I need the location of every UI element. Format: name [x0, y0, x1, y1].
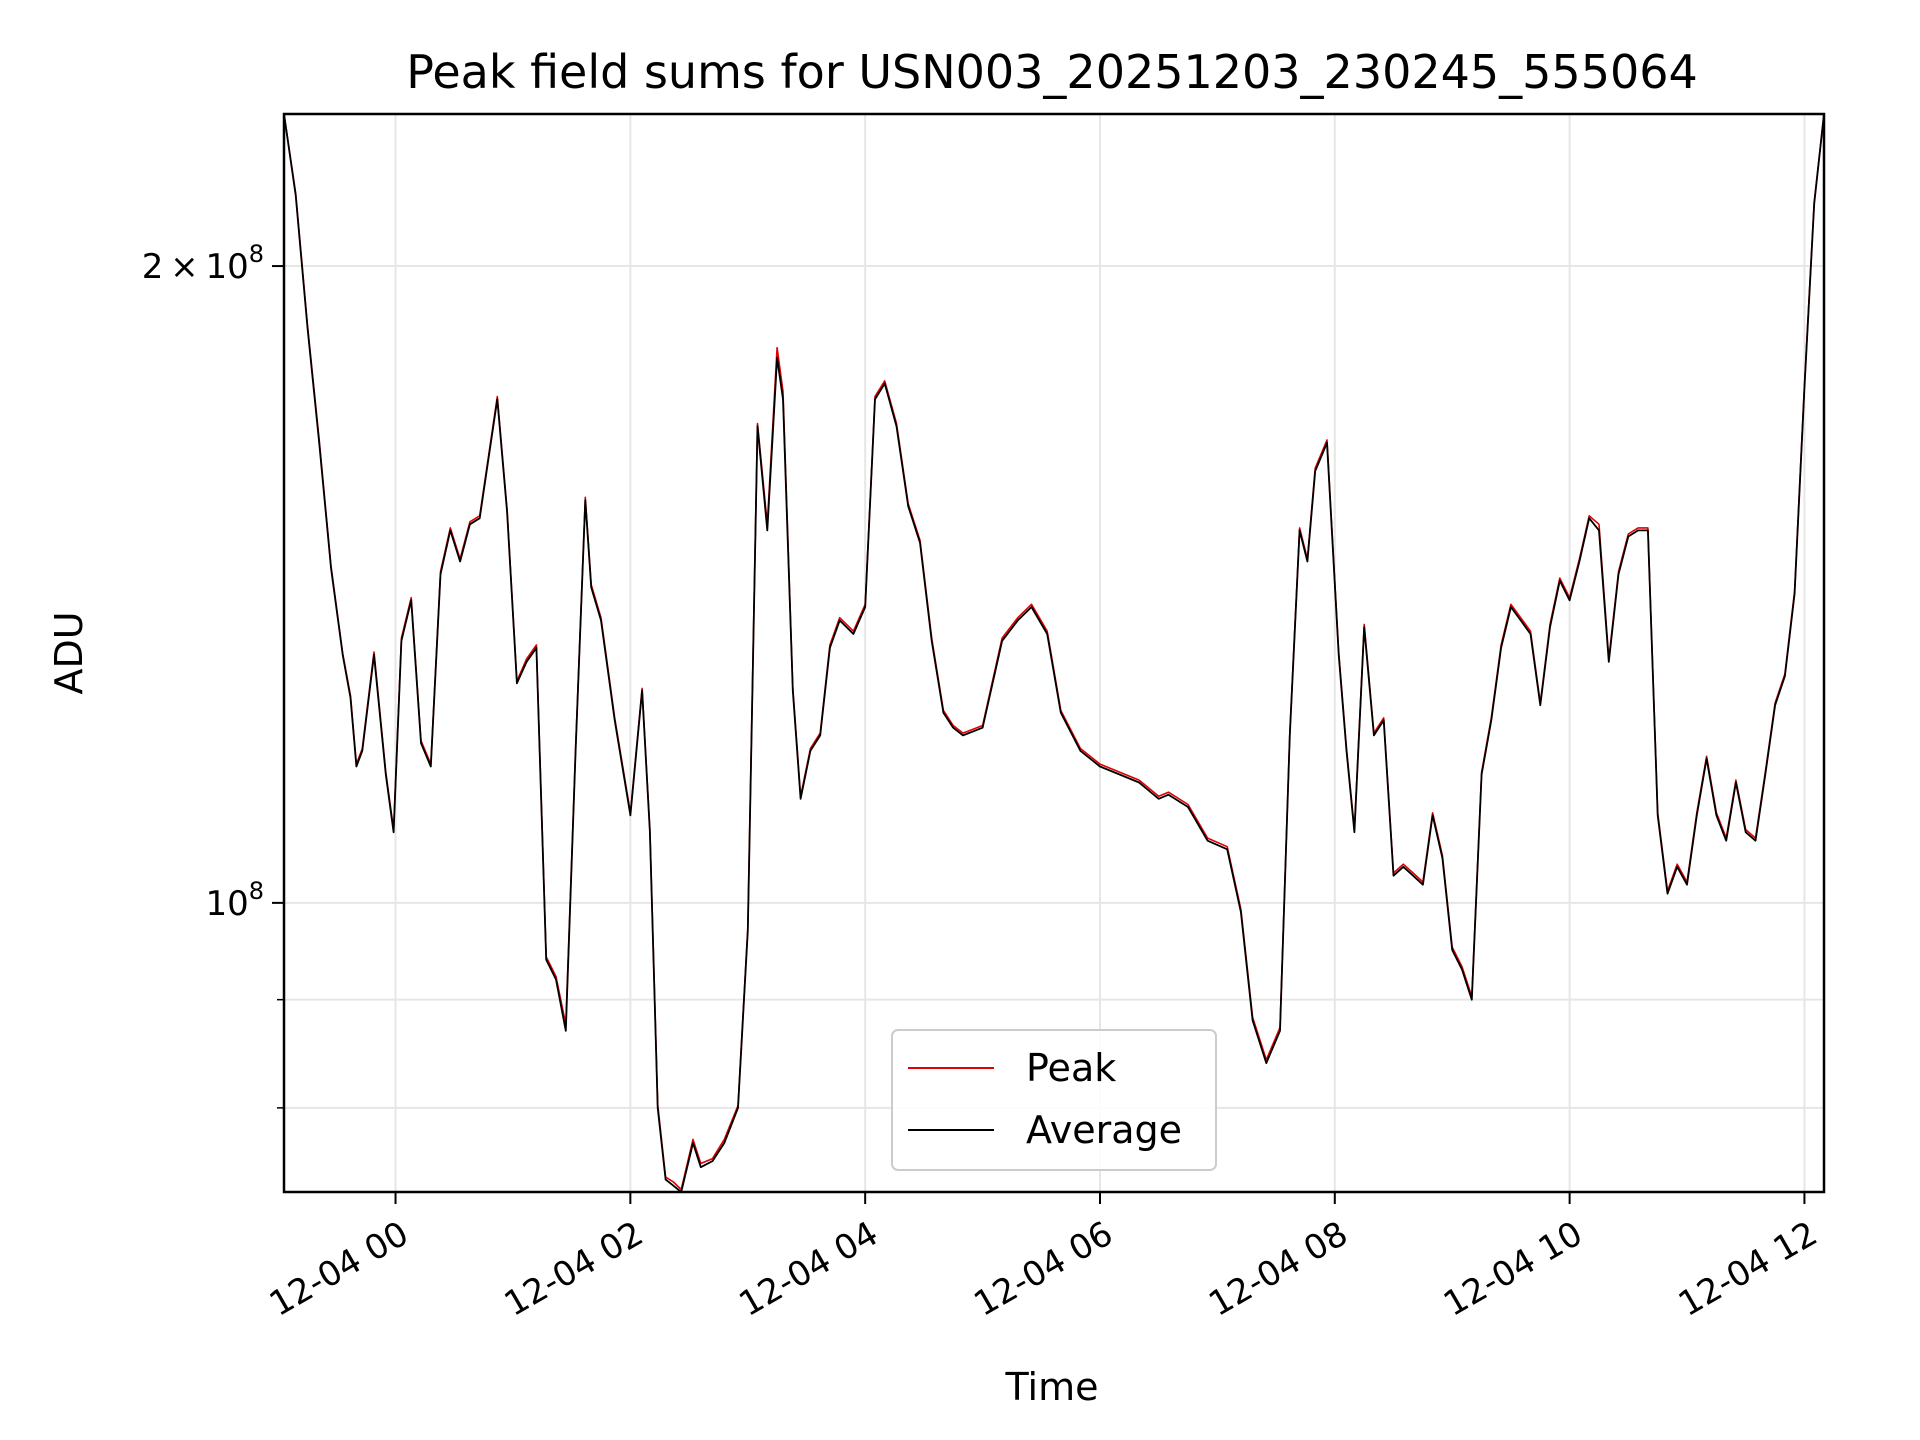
- y-tick-label: 108: [205, 877, 264, 924]
- series-line-average: [283, 113, 1825, 1193]
- y-tick-label: 2 × 108: [142, 240, 264, 287]
- legend: Peak Average: [891, 1029, 1217, 1171]
- series-lines: [283, 113, 1825, 1193]
- y-axis-ticks: 108 2 × 108: [142, 240, 284, 1109]
- x-axis-label: Time: [1005, 1365, 1099, 1409]
- chart-title: Peak field sums for USN003_20251203_2302…: [406, 45, 1698, 99]
- plot-frame: [282, 112, 1826, 1194]
- gridlines: [284, 114, 1824, 1192]
- legend-label-average: Average: [1026, 1108, 1182, 1152]
- legend-label-peak: Peak: [1026, 1046, 1116, 1090]
- legend-box: [891, 1029, 1217, 1171]
- y-axis-label: ADU: [47, 611, 91, 694]
